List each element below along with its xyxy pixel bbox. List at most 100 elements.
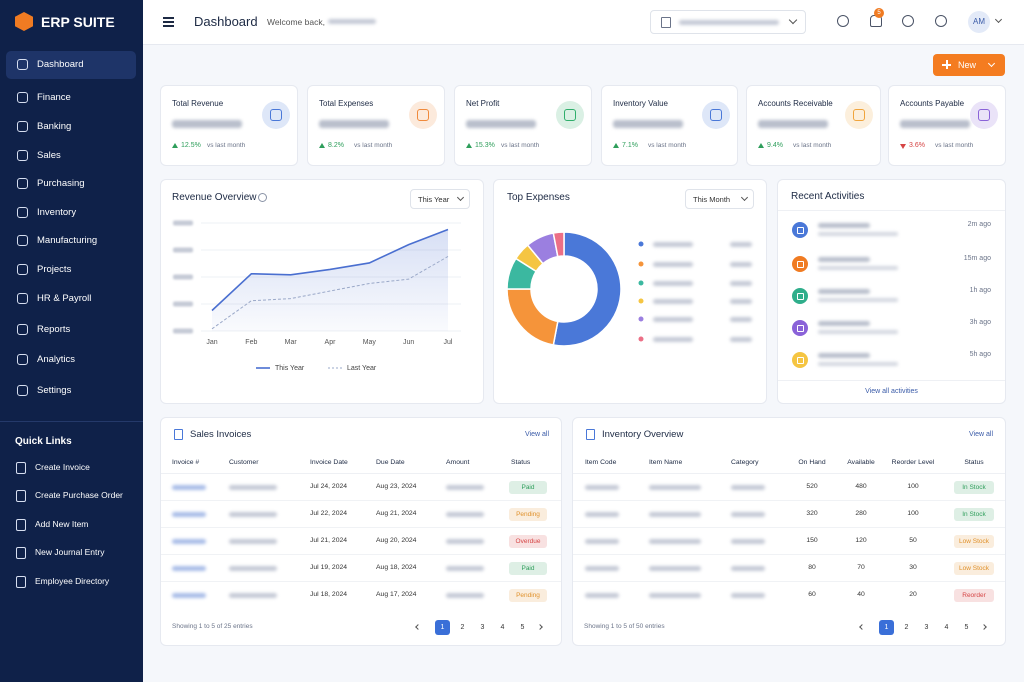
kpi-icon [262, 101, 290, 129]
redacted-text [818, 362, 898, 366]
period-select[interactable]: This Year [410, 189, 470, 209]
kpi-change: 15.3% [475, 142, 495, 149]
activity-time: 3h ago [969, 319, 991, 326]
nav-item[interactable]: Finance [37, 92, 71, 103]
new-button-label: New [958, 60, 977, 70]
settings-icon[interactable] [935, 15, 947, 27]
redacted-text [900, 120, 970, 128]
redacted-text [730, 241, 752, 247]
x-tick-label: Jan [206, 339, 217, 346]
page-button[interactable]: 2 [460, 624, 465, 631]
activity-time: 1h ago [969, 287, 991, 294]
line-chart: Jan Feb Mar Apr May Jun Jul This Year Last Year [173, 220, 461, 372]
status-badge: Low Stock [954, 562, 994, 575]
page-button[interactable]: 5 [520, 624, 525, 631]
kpi-note: vs last month [501, 142, 540, 149]
company-select[interactable] [650, 10, 806, 34]
row-divider [573, 527, 1005, 528]
page-button[interactable]: 1 [435, 620, 450, 635]
top-bar: Dashboard Welcome back, 5 AM [143, 0, 1024, 45]
kpi-note: vs last month [793, 142, 832, 149]
page-button[interactable]: 5 [964, 624, 969, 631]
redacted-text [731, 539, 765, 544]
redacted-text [818, 298, 898, 302]
activity-icon [792, 256, 808, 272]
redacted-text [679, 20, 779, 25]
chevron [987, 59, 996, 68]
period-select[interactable]: This Month [685, 189, 754, 209]
legend-swatch [638, 241, 644, 247]
new-button[interactable]: New [933, 54, 1005, 76]
quick-links-title: Quick Links [15, 436, 72, 447]
kpi-card: Net Profit 15.3% vs last month [454, 85, 592, 166]
nav-item[interactable]: Sales [37, 150, 61, 161]
page-button[interactable]: 3 [924, 624, 929, 631]
redacted-text [730, 316, 752, 322]
kpi-icon [970, 101, 998, 129]
page-title: Dashboard [194, 14, 258, 29]
redacted-text [229, 593, 277, 598]
redacted-text [731, 593, 765, 598]
legend-label: This Year [275, 365, 305, 372]
quick-link[interactable]: Create Invoice [35, 462, 90, 472]
nav-item[interactable]: Inventory [37, 207, 77, 218]
redacted-text [758, 120, 828, 128]
kpi-icon-glyph [270, 109, 282, 121]
page-button[interactable]: 3 [480, 624, 485, 631]
series-line [211, 256, 449, 330]
status-badge: Reorder [954, 589, 994, 602]
redacted-text [730, 336, 752, 342]
view-all-link[interactable]: View all activities [865, 388, 918, 395]
kpi-card: Inventory Value 7.1% vs last month [601, 85, 738, 166]
redacted-text [585, 566, 619, 571]
page-button[interactable]: 2 [904, 624, 909, 631]
page-button[interactable]: 4 [500, 624, 505, 631]
kpi-card: Accounts Receivable 9.4% vs last month [746, 85, 881, 166]
kpi-change: 8.2% [328, 142, 344, 149]
nav-icon [17, 121, 28, 132]
quick-link[interactable]: Create Purchase Order [35, 490, 123, 500]
nav-item[interactable]: Manufacturing [37, 235, 98, 246]
quick-link[interactable]: Employee Directory [35, 576, 110, 586]
nav-item[interactable]: Purchasing [37, 178, 85, 189]
status-badge: In Stock [954, 481, 994, 494]
redacted-text [653, 261, 693, 267]
nav-item[interactable]: Dashboard [37, 59, 84, 70]
help-icon[interactable] [902, 15, 914, 27]
nav-item[interactable]: Projects [37, 264, 72, 275]
nav-icon [17, 150, 28, 161]
search-icon[interactable] [837, 15, 849, 27]
welcome-text: Welcome back, [267, 17, 325, 27]
column-header: Invoice Date [310, 459, 348, 466]
nav-item[interactable]: Banking [37, 121, 72, 132]
nav-item[interactable]: HR & Payroll [37, 293, 92, 304]
redacted-text [653, 280, 693, 286]
nav-item[interactable]: Reports [37, 324, 71, 335]
redacted-text [446, 539, 484, 544]
y-tick-label [173, 301, 193, 307]
redacted-text [818, 266, 898, 270]
page-arrow[interactable] [981, 624, 987, 630]
column-header: Invoice # [172, 459, 200, 466]
view-all-link[interactable]: View all [525, 431, 549, 438]
cell: Jul 22, 2024 [310, 510, 348, 517]
quick-link[interactable]: Add New Item [35, 519, 89, 529]
redacted-text [649, 566, 701, 571]
nav-item[interactable]: Settings [37, 385, 72, 396]
redacted-text [649, 485, 701, 490]
avatar[interactable]: AM [968, 11, 990, 33]
quick-link[interactable]: New Journal Entry [35, 547, 105, 557]
page-button[interactable]: 4 [944, 624, 949, 631]
redacted-text [585, 512, 619, 517]
legend-swatch [638, 280, 644, 286]
trend-arrow [758, 143, 764, 148]
nav-item[interactable]: Analytics [37, 354, 76, 365]
kpi-icon-glyph [417, 109, 429, 121]
page-button[interactable]: 1 [879, 620, 894, 635]
sidebar: ERP SUITE Dashboard Finance Banking Sales Pur… [0, 0, 143, 682]
redacted-text [649, 593, 701, 598]
page-arrow[interactable] [537, 624, 543, 630]
view-all-link[interactable]: View all [969, 431, 993, 438]
inventory-card: Inventory Overview View all Item Code Item … [572, 417, 1006, 646]
